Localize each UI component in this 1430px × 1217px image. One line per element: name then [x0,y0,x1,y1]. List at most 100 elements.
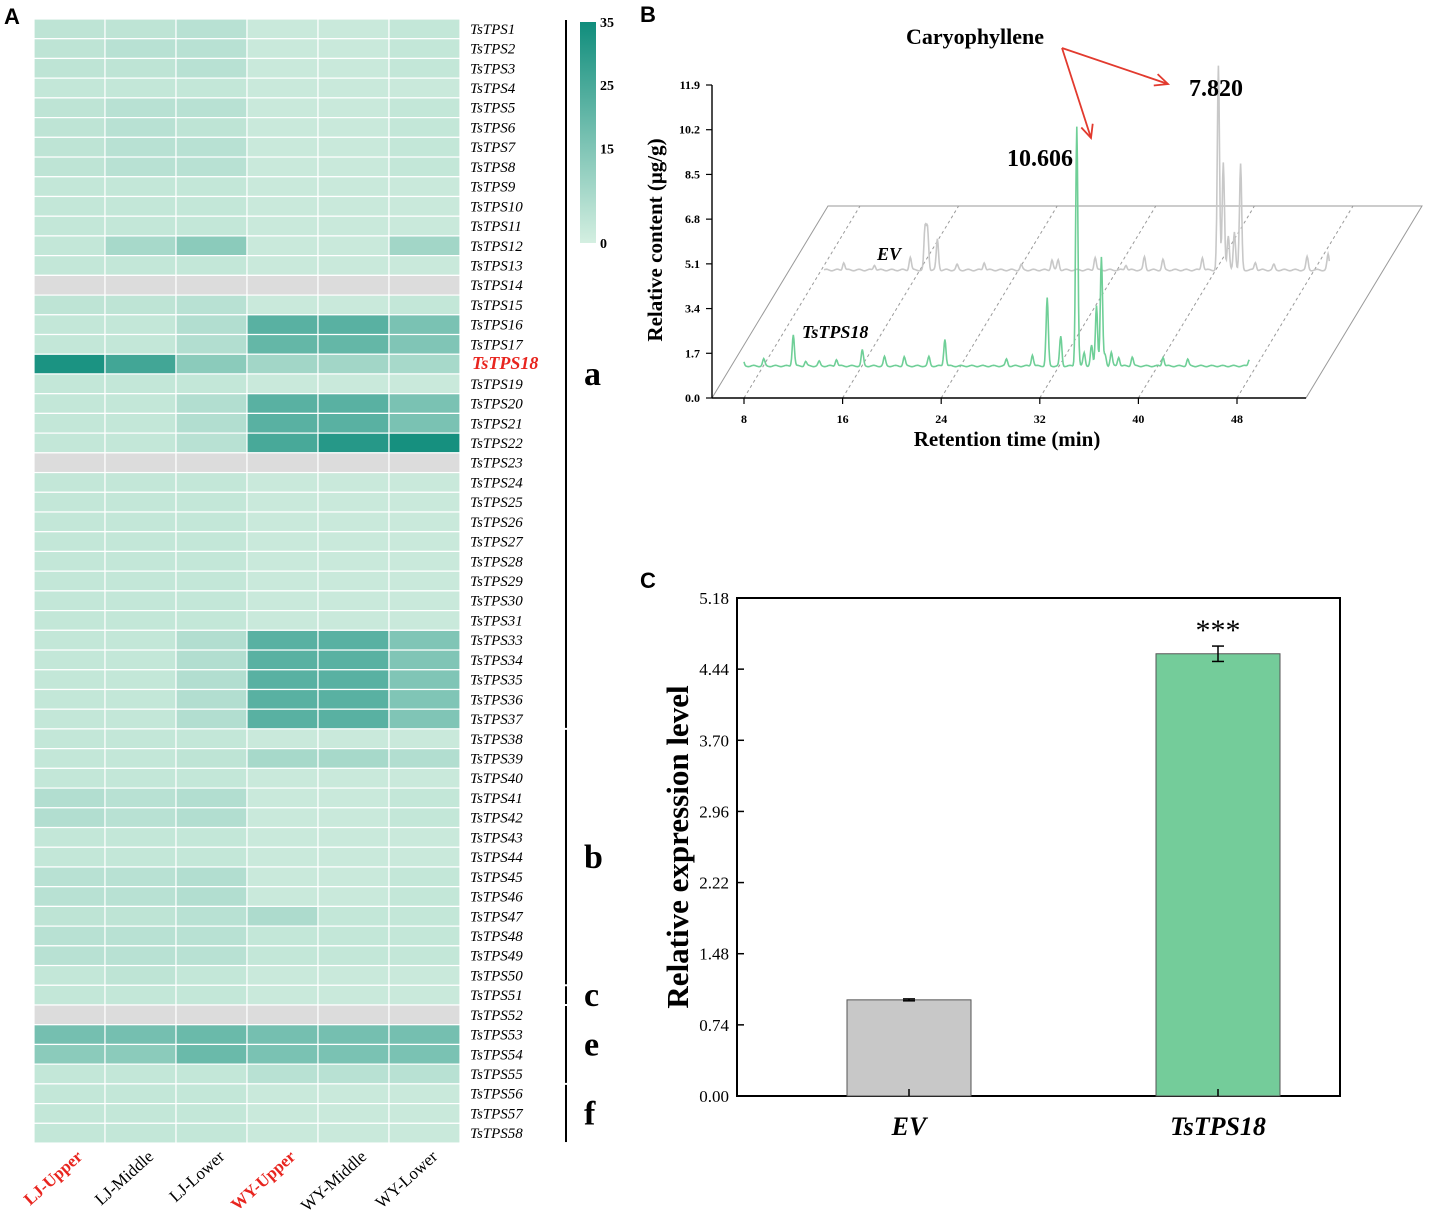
heatmap-cell [317,215,390,237]
heatmap-cell [246,393,319,414]
heatmap-cell [317,609,390,631]
heatmap-cell [104,156,177,178]
heatmap-cell [317,1063,390,1085]
heatmap-cell [317,570,390,592]
gene-row-label: TsTPS13 [470,259,523,275]
heatmap-cell [388,97,461,119]
heatmap-cell [388,1102,461,1124]
heatmap-cell [104,1122,177,1144]
heatmap-group-brackets: a b cef [565,20,603,1143]
heatmap-cell [104,255,177,276]
heatmap-cell [317,38,390,60]
heatmap-cell [104,846,177,868]
heatmap-cell [388,629,461,651]
heatmap-cell [33,136,106,158]
y-tick-label: 0.0 [685,391,700,405]
sample-column-label: LJ-Upper [20,1147,86,1209]
heatmap-cell [104,649,177,671]
heatmap-cell [33,1102,106,1124]
heatmap-cell [388,1083,461,1105]
heatmap-cell [33,550,106,572]
heatmap-cell [317,767,390,789]
heatmap-cell [388,136,461,158]
heatmap-cell [104,1063,177,1085]
bar-chart-panel: 0.00 0.74 1.48 2.22 2.96 3.70 4.44 5.18 EV TsTPS1… [660,589,1341,1141]
y-tick-label: 0.74 [699,1016,729,1035]
heatmap-cell [33,1063,106,1085]
heatmap-cell [317,195,390,217]
heatmap-cell [33,1043,106,1065]
heatmap-cell [104,787,177,809]
gene-row-label: TsTPS23 [470,456,523,472]
gene-row-label: TsTPS45 [470,870,523,886]
heatmap-cell [317,235,390,257]
heatmap-cell [388,846,461,868]
heatmap-cell [104,373,177,395]
heatmap-cell [175,491,248,513]
gene-row-label: TsTPS33 [470,633,523,649]
y-tick-label: 10.2 [679,123,700,137]
x-category-label: EV [891,1112,929,1141]
heatmap-cell [246,925,319,947]
heatmap-cell [246,452,319,474]
y-tick-label: 4.44 [699,660,729,679]
heatmap-cell [175,1004,248,1026]
heatmap-cell [33,294,106,316]
heatmap-cell [317,669,390,691]
heatmap-cell [388,116,461,138]
heatmap-cell [175,432,248,454]
heatmap-cell [317,294,390,316]
heatmap-cell [104,550,177,572]
gene-row-label: TsTPS22 [470,436,523,452]
heatmap-cell [104,491,177,513]
y-tick-label: 6.8 [685,212,700,226]
heatmap-cell [175,846,248,868]
x-tick-label: 48 [1231,412,1243,426]
heatmap-cell [317,57,390,79]
gene-row-label: TsTPS34 [470,653,523,669]
x-axis-title: Retention time (min) [914,427,1101,451]
annotation-arrow-line [1061,47,1169,85]
heatmap-cell [246,886,319,907]
heatmap-cell [104,18,177,40]
heatmap-cell [33,708,106,730]
panel-label-c: C [640,568,656,593]
heatmap-cell [246,77,319,99]
heatmap-cell [388,925,461,947]
heatmap-cell [317,156,390,178]
gene-row-label: TsTPS14 [470,278,523,294]
heatmap-cell [175,314,248,336]
heatmap-cell [246,787,319,809]
heatmap-cell [246,57,319,79]
heatmap-cell [175,984,248,1006]
gene-row-label: TsTPS26 [470,515,523,531]
heatmap-cell [317,550,390,572]
heatmap-cell [104,116,177,138]
heatmap-cell [317,964,390,986]
gene-row-label: TsTPS15 [470,298,523,314]
heatmap-cell [175,964,248,986]
heatmap-cell [246,314,319,336]
heatmap-cell [33,393,106,414]
gene-row-label: TsTPS2 [470,42,516,58]
heatmap-cell [175,136,248,158]
heatmap-cell [246,748,319,769]
heatmap-cell [33,97,106,119]
heatmap-cell [104,1004,177,1026]
bar-tstps18 [1155,653,1281,1097]
heatmap-cell [246,964,319,986]
heatmap-cell [104,274,177,296]
heatmap-cell [317,333,390,355]
heatmap-cell [104,136,177,158]
heatmap-cell [33,1024,106,1046]
heatmap-cell [104,215,177,237]
heatmap-cell [175,235,248,257]
heatmap-cell [104,570,177,592]
heatmap-cell [175,1102,248,1124]
heatmap-cell [388,156,461,178]
heatmap-cell [104,609,177,631]
heatmap-cell [33,767,106,789]
heatmap-cell [33,511,106,533]
heatmap-cell [388,866,461,888]
heatmap-cell [104,767,177,789]
